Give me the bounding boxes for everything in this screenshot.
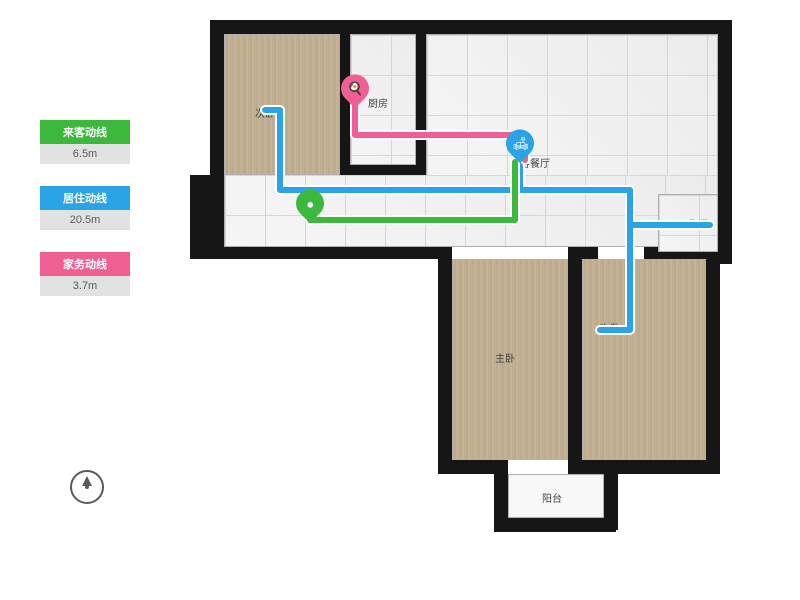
- marker-guest: ●: [296, 189, 324, 223]
- wall: [568, 245, 598, 259]
- wall: [340, 20, 730, 34]
- wall: [416, 20, 426, 175]
- marker-living: 🛋: [506, 129, 534, 163]
- wall: [190, 245, 450, 259]
- legend-living-value: 20.5m: [40, 210, 130, 230]
- legend-living: 居住动线 20.5m: [40, 186, 130, 230]
- wall: [210, 20, 350, 34]
- wall: [604, 460, 618, 530]
- label-master-bedroom: 主卧: [495, 350, 515, 365]
- compass-icon: [70, 470, 104, 504]
- sofa-icon: 🛋: [512, 137, 529, 150]
- label-bathroom: 卫生间: [678, 216, 708, 231]
- wall: [210, 20, 224, 185]
- legend-chores-value: 3.7m: [40, 276, 130, 296]
- wall: [190, 175, 224, 255]
- label-secondary-bedroom-2: 次卧: [600, 320, 620, 335]
- legend-living-label: 居住动线: [40, 186, 130, 210]
- legend: 来客动线 6.5m 居住动线 20.5m 家务动线 3.7m: [40, 120, 130, 318]
- wall: [718, 180, 732, 264]
- label-secondary-bedroom-1: 次卧: [255, 105, 275, 120]
- room-secondary-bedroom-1: [224, 34, 340, 175]
- label-kitchen: 厨房: [368, 95, 388, 110]
- wall: [718, 20, 732, 190]
- legend-guest-value: 6.5m: [40, 144, 130, 164]
- wall: [438, 245, 452, 470]
- wall: [340, 165, 426, 175]
- room-secondary-bedroom-2: [582, 259, 706, 460]
- person-icon: ●: [306, 197, 314, 210]
- legend-chores: 家务动线 3.7m: [40, 252, 130, 296]
- legend-guest-label: 来客动线: [40, 120, 130, 144]
- wall: [568, 460, 718, 474]
- legend-chores-label: 家务动线: [40, 252, 130, 276]
- room-living-dining: [426, 34, 718, 184]
- marker-chores: 🍳: [341, 74, 369, 108]
- wall: [494, 518, 616, 532]
- wall: [706, 250, 720, 474]
- pot-icon: 🍳: [347, 82, 363, 95]
- legend-guest: 来客动线 6.5m: [40, 120, 130, 164]
- floor-plan: 次卧 厨房 客餐厅 卫生间 主卧 次卧 阳台 ● 🛋 🍳: [190, 20, 730, 580]
- label-balcony: 阳台: [542, 490, 562, 505]
- wall: [568, 245, 582, 470]
